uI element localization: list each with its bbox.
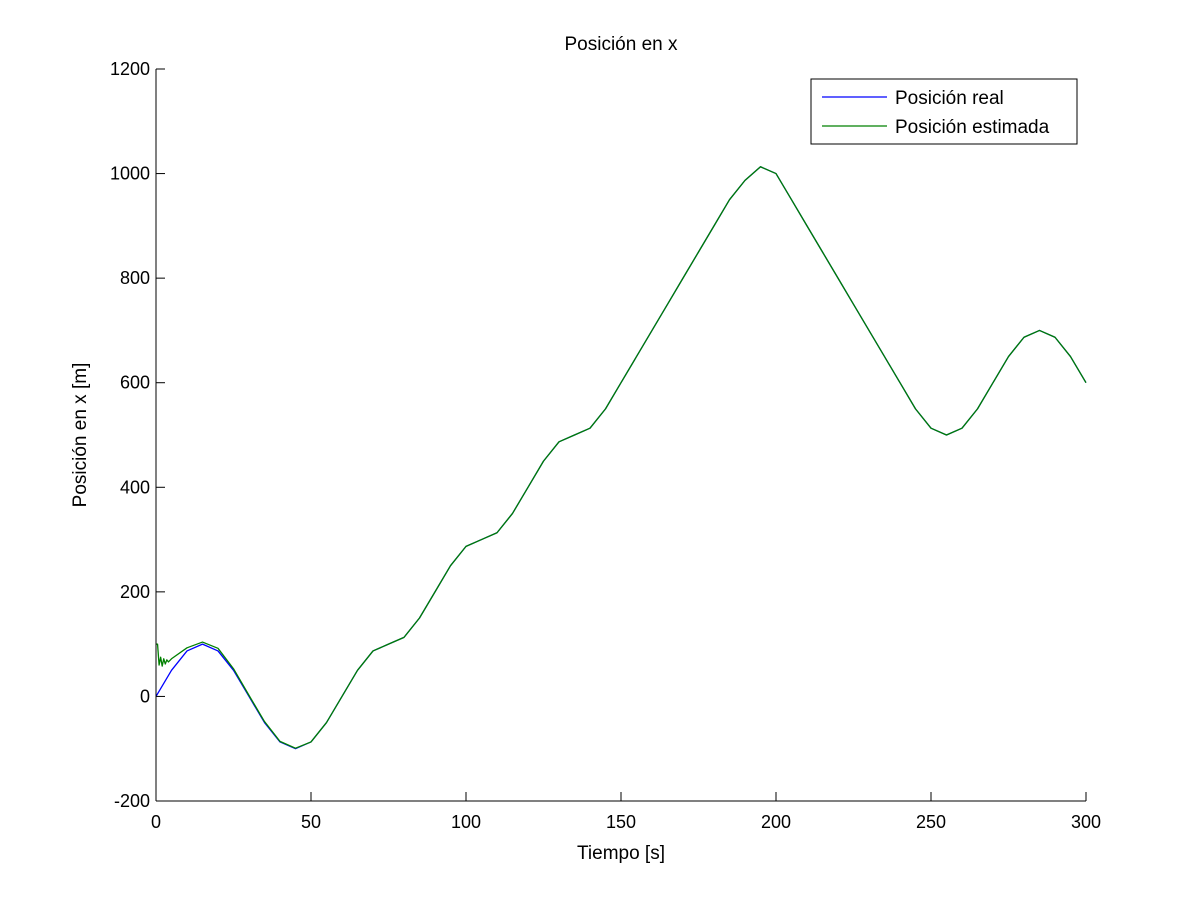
plot-frame [156,69,1086,801]
legend: Posición real Posición estimada [810,78,1078,145]
x-tick-label: 100 [451,812,481,832]
x-axis-label: Tiempo [s] [577,843,665,864]
tick-labels: 0 50 100 150 200 250 300-200020040060080010001… [110,59,1101,832]
chart-title: Posición en x [564,34,678,55]
x-tick-label: 250 [916,812,946,832]
y-tick-label: 800 [120,268,150,288]
x-tick-label: 200 [761,812,791,832]
x-tick-label: 50 [301,812,321,832]
y-tick-label: 1200 [110,59,150,79]
y-tick-label: 400 [120,477,150,497]
x-tick-label: 0 [151,812,161,832]
y-tick-label: 1000 [110,164,150,184]
y-tick-label: -200 [114,791,150,811]
series-line-2 [156,166,1087,749]
x-tick-label: 300 [1071,812,1101,832]
legend-label-2: Posición estimada [895,117,1050,138]
plot-area [155,68,1087,802]
y-tick-label: 600 [120,373,150,393]
x-tick-label: 150 [606,812,636,832]
series-layer [155,166,1087,750]
y-tick-label: 0 [140,686,150,706]
y-axis-label: Posición en x [m] [70,363,91,508]
legend-box [810,78,1078,145]
y-tick-label: 200 [120,582,150,602]
axes [155,68,1087,802]
legend-label-1: Posición real [895,88,1004,109]
